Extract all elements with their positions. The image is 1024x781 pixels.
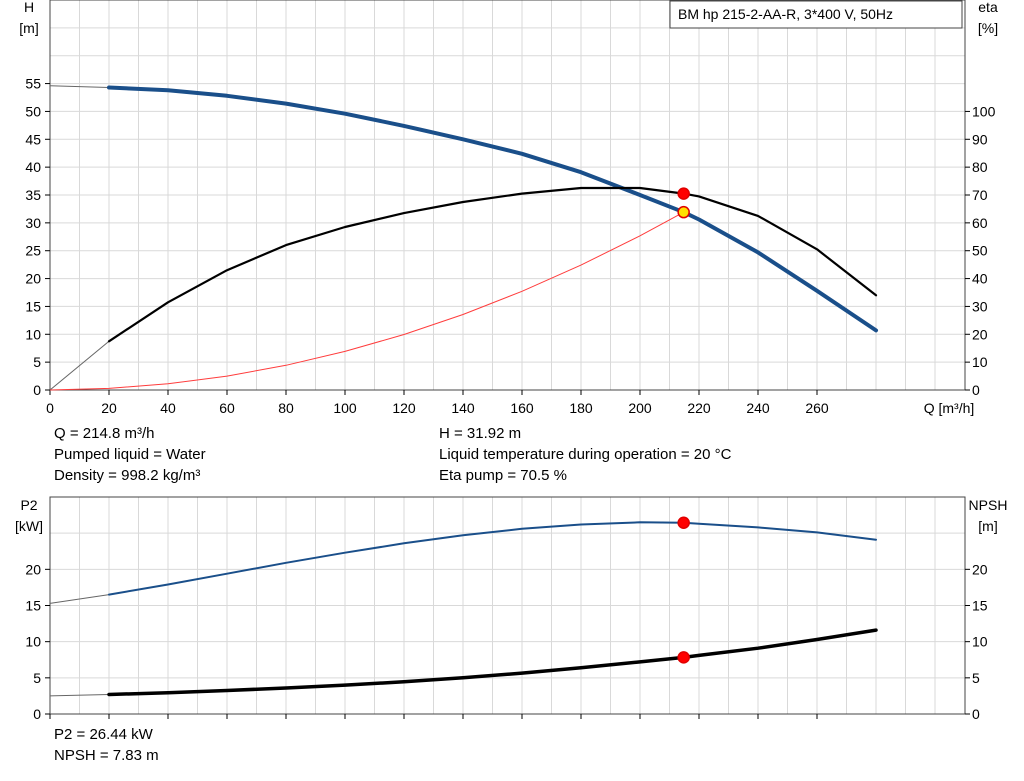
info-head: H = 31.92 m <box>439 425 522 442</box>
y-right-axis-label: eta <box>978 0 998 15</box>
y-right-tick-label: 0 <box>972 706 980 722</box>
x-tick-label: 60 <box>219 400 235 416</box>
series-line <box>107 85 878 333</box>
y-right-tick-label: 60 <box>972 215 988 231</box>
info-eta: Eta pump = 70.5 % <box>439 467 567 484</box>
x-tick-label: 220 <box>687 400 711 416</box>
info-top-left: Q = 214.8 m³/h Pumped liquid = Water Den… <box>54 423 206 486</box>
system-curve-line <box>49 211 684 391</box>
y-right-axis-label: [%] <box>978 20 998 36</box>
series-line <box>108 521 877 596</box>
x-tick-label: 20 <box>101 400 117 416</box>
chart-title: BM hp 215-2-AA-R, 3*400 V, 50Hz <box>678 6 893 22</box>
y-left-tick-label: 0 <box>33 706 41 722</box>
y-left-axis-label: [kW] <box>15 518 43 534</box>
y-left-tick-label: 0 <box>33 382 41 398</box>
y-right-tick-label: 0 <box>972 382 980 398</box>
y-left-tick-label: 25 <box>25 243 41 259</box>
y-left-axis-label: [m] <box>19 20 38 36</box>
info-density: Density = 998.2 kg/m³ <box>54 467 201 484</box>
y-right-tick-label: 10 <box>972 354 988 370</box>
y-left-tick-label: 35 <box>25 187 41 203</box>
series-line <box>107 186 878 343</box>
y-left-tick-label: 30 <box>25 215 41 231</box>
y-right-tick-label: 50 <box>972 243 988 259</box>
y-right-tick-label: 70 <box>972 187 988 203</box>
x-tick-label: 120 <box>392 400 416 416</box>
info-npsh: NPSH = 7.83 m <box>54 747 159 764</box>
x-tick-label: 180 <box>569 400 593 416</box>
info-bottom: P2 = 26.44 kW NPSH = 7.83 m <box>54 724 159 766</box>
duty-point-marker <box>677 187 690 200</box>
y-right-tick-label: 10 <box>972 634 988 650</box>
info-top-right: H = 31.92 m Liquid temperature during op… <box>439 423 731 486</box>
duty-point-marker <box>677 651 690 664</box>
x-tick-label: 0 <box>46 400 54 416</box>
info-p2: P2 = 26.44 kW <box>54 726 153 743</box>
y-left-tick-label: 10 <box>25 634 41 650</box>
series-line <box>107 628 878 697</box>
y-left-tick-label: 40 <box>25 159 41 175</box>
duty-point-marker <box>677 205 690 219</box>
series-lead-in <box>49 340 110 391</box>
info-flow: Q = 214.8 m³/h <box>54 425 155 442</box>
y-left-axis-label: H <box>24 0 34 15</box>
x-tick-label: 160 <box>510 400 534 416</box>
y-left-tick-label: 20 <box>25 561 41 577</box>
x-tick-label: 200 <box>628 400 652 416</box>
y-left-tick-label: 50 <box>25 103 41 119</box>
y-left-tick-label: 20 <box>25 271 41 287</box>
x-tick-label: 40 <box>160 400 176 416</box>
y-right-tick-label: 5 <box>972 670 980 686</box>
y-left-tick-label: 10 <box>25 326 41 342</box>
title-box <box>669 0 963 29</box>
y-right-tick-label: 15 <box>972 598 988 614</box>
y-right-tick-label: 30 <box>972 298 988 314</box>
info-temperature: Liquid temperature during operation = 20… <box>439 446 732 463</box>
y-right-tick-label: 20 <box>972 326 988 342</box>
y-right-tick-label: 40 <box>972 271 988 287</box>
y-right-tick-label: 90 <box>972 131 988 147</box>
x-tick-label: 260 <box>805 400 829 416</box>
y-right-tick-label: 80 <box>972 159 988 175</box>
y-left-axis-label: P2 <box>20 497 37 513</box>
y-left-tick-label: 5 <box>33 354 41 370</box>
y-right-axis-label: [m] <box>978 518 997 534</box>
x-axis-label: Q [m³/h] <box>924 400 975 416</box>
y-left-tick-label: 5 <box>33 670 41 686</box>
y-left-tick-label: 55 <box>25 76 41 92</box>
x-tick-label: 240 <box>746 400 770 416</box>
x-tick-label: 140 <box>451 400 475 416</box>
series-lead-in <box>49 85 110 88</box>
y-right-tick-label: 100 <box>972 103 996 119</box>
y-right-axis-label: NPSH <box>969 497 1008 513</box>
y-left-tick-label: 15 <box>25 298 41 314</box>
y-right-tick-label: 20 <box>972 561 988 577</box>
y-left-tick-label: 45 <box>25 131 41 147</box>
x-tick-label: 80 <box>278 400 294 416</box>
y-left-tick-label: 15 <box>25 598 41 614</box>
info-liquid: Pumped liquid = Water <box>54 446 206 463</box>
x-tick-label: 100 <box>333 400 357 416</box>
series-lead-in <box>49 594 110 604</box>
duty-point-marker <box>677 516 690 530</box>
series-lead-in <box>49 693 110 697</box>
